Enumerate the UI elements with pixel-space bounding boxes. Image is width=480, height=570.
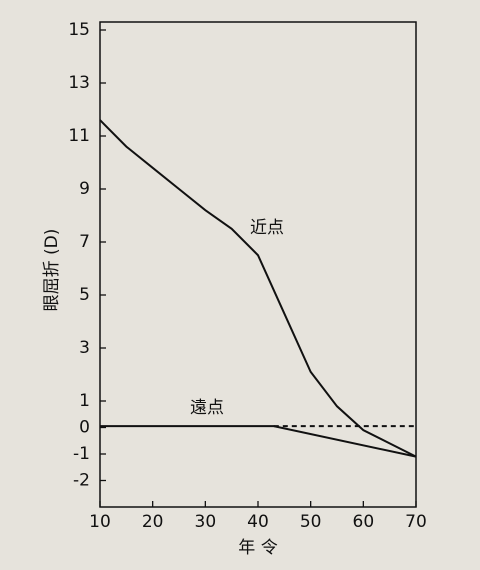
y-tick-label: 3: [79, 338, 90, 358]
x-axis-label: 年 令: [238, 538, 277, 558]
x-tick-label: 60: [353, 512, 375, 532]
series-label: 近点: [250, 218, 284, 238]
x-tick-label: 30: [195, 512, 217, 532]
y-tick-label: 13: [68, 73, 90, 93]
series-line: [100, 425, 417, 458]
y-axis-label: 眼屈折 (D): [42, 229, 62, 312]
y-tick-label: 9: [79, 179, 90, 199]
x-tick-label: 10: [89, 512, 111, 532]
y-tick-label: -1: [73, 444, 90, 464]
x-tick-label: 50: [300, 512, 322, 532]
y-tick-label: 5: [79, 285, 90, 305]
y-tick-label: -2: [73, 471, 90, 491]
y-tick-label: 0: [79, 418, 90, 438]
y-tick-label: 15: [68, 20, 90, 40]
y-tick-label: 11: [68, 126, 90, 146]
x-tick-label: 20: [142, 512, 164, 532]
series-line: [99, 119, 417, 458]
x-tick-label: 70: [405, 512, 427, 532]
plot-frame: [99, 21, 417, 508]
series-label: 遠点: [190, 398, 224, 418]
x-tick-label: 40: [247, 512, 269, 532]
y-tick-label: 1: [79, 391, 90, 411]
y-tick-label: 7: [79, 232, 90, 252]
